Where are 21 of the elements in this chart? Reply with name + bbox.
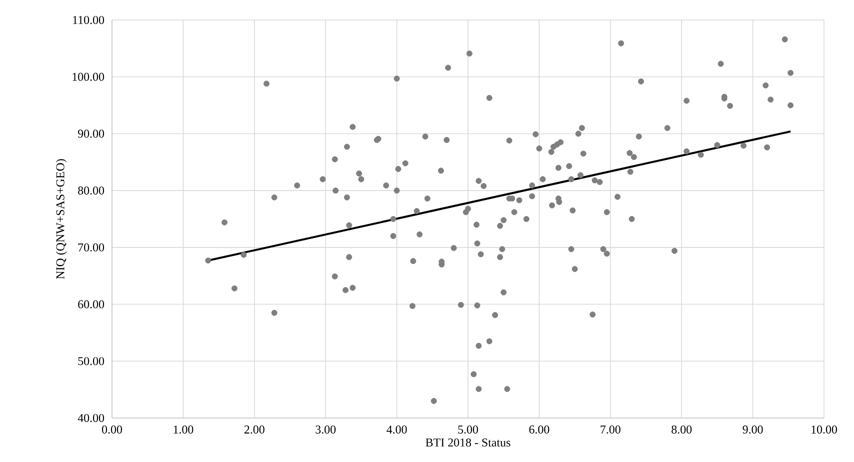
x-tick-label: 9.00 [742,426,763,434]
x-tick-label: 2.00 [244,426,264,434]
y-tick-label: 100.00 [72,72,104,81]
x-tick-label: 0.00 [102,426,122,434]
y-tick-label: 90.00 [78,130,104,138]
x-tick-label: 5.00 [458,426,478,434]
y-axis-title: NIQ (QNW+SAS+GEO) [56,159,67,280]
x-tick-label: 10.00 [812,426,837,434]
x-tick-label: 6.00 [529,426,550,434]
y-tick-label: 40.00 [78,414,104,422]
x-axis-title: BTI 2018 - Status [426,438,510,447]
y-tick-label: 50.00 [78,357,104,366]
x-tick-label: 4.00 [386,426,407,434]
y-tick-label: 110.00 [73,16,104,24]
y-tick-label: 80.00 [78,186,104,195]
x-tick-label: 3.00 [316,426,336,434]
x-tick-label: 7.00 [600,426,620,434]
x-tick-label: 8.00 [672,426,692,434]
y-tick-label: 70.00 [78,243,104,252]
x-tick-label: 1.00 [174,426,194,434]
y-tick-label: 60.00 [78,300,104,308]
